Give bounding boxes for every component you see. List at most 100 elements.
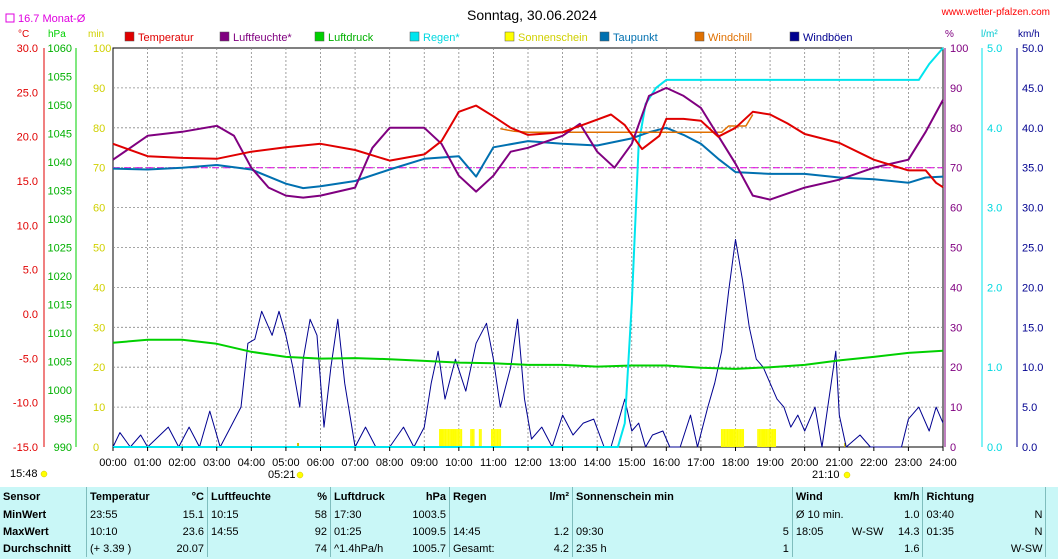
series-windchill [500,114,754,133]
tick-wind: 5.0 [1022,402,1037,414]
stats-cell-t-val: 23.6 [182,525,204,538]
tick-sun: 10 [93,402,105,414]
stats-cell-t-val: 20.07 [176,542,204,555]
hdr-wind-unit: km/h [893,490,920,503]
stats-cell-h-val: 92 [314,525,327,538]
tick-wind: 35.0 [1022,163,1043,175]
hdr-wind-dir-spacer [849,487,887,506]
stats-cell-w-time: Ø 10 min. [791,506,849,523]
series-temperatur [112,104,944,189]
x-tick-label: 19:00 [756,457,784,469]
x-tick-label: 08:00 [376,457,404,469]
month-avg-swatch [5,13,15,23]
stats-cell-r-time: Gesamt: [449,540,526,557]
x-tick-label: 00:00 [99,457,127,469]
tick-hum: 10 [950,402,962,414]
x-tick-label: 02:00 [168,457,196,469]
stats-cell-s-val: 5 [782,525,789,538]
tick-rain: 1.0 [987,362,1002,374]
legend-label-rain: Regen* [423,32,460,44]
hdr-temp: Temperatur [86,487,161,506]
tick-sun: 70 [93,163,105,175]
x-tick-label: 09:00 [410,457,438,469]
x-tick-label: 23:00 [895,457,923,469]
stats-cell-empty [1045,540,1058,557]
tick-wind: 25.0 [1022,243,1043,255]
unit-press: hPa [48,29,66,40]
hdr-press-unit: hPa [425,490,446,503]
hdr-wind: Wind [791,487,849,506]
legend-swatch-sun [504,31,515,42]
sunrise-icon [296,471,304,479]
tick-temp: 15.0 [17,176,38,188]
tick-press: 1050 [48,100,72,112]
stats-cell-s-time [571,506,737,523]
tick-hum: 60 [950,203,962,215]
stats-row: MinWert 23:55 15.1 10:15 58 17:30 1003.5 Ø 10 m… [0,506,1058,523]
stats-table: Sensor Temperatur °C Luftfeuchte % Luftd… [0,487,1058,557]
unit-rain: l/m² [981,29,998,40]
stats-cell-d-time: 03:40 [922,506,1000,523]
chart-title: Sonntag, 30.06.2024 [467,7,597,23]
hdr-hum: Luftfeuchte [207,487,284,506]
x-tick-label: 12:00 [514,457,542,469]
legend-swatch-gust [789,31,800,42]
stats-header-row: Sensor Temperatur °C Luftfeuchte % Luftd… [0,487,1058,506]
tick-sun: 100 [93,43,111,55]
tick-wind: 15.0 [1022,322,1043,334]
stats-cell-p-time: 01:25 [330,523,407,540]
tick-temp: -10.0 [13,398,38,410]
x-tick-label: 03:00 [203,457,231,469]
tick-wind: 20.0 [1022,282,1043,294]
stats-cell-empty [1045,506,1058,523]
stats-cell-w-dir [849,506,887,523]
legend-label-chill: Windchill [708,32,752,44]
legend-swatch-dew [599,31,610,42]
stats-cell-p-val: 1005.7 [412,542,446,555]
tick-temp: -15.0 [13,442,38,454]
tick-wind: 10.0 [1022,362,1043,374]
tick-temp: 25.0 [17,87,38,99]
tick-temp: 0.0 [23,309,38,321]
tick-sun: 50 [93,243,105,255]
stats-cell-d-time: 01:35 [922,523,1000,540]
stats-cell-d-val: W-SW [1010,542,1043,555]
tick-sun: 40 [93,282,105,294]
tick-sun: 30 [93,322,105,334]
tick-hum: 100 [950,43,968,55]
legend-label-hum: Luftfeuchte* [233,32,292,44]
site-link[interactable]: www.wetter-pfalzen.com [941,7,1050,18]
hdr-sensor: Sensor [3,490,41,503]
tick-rain: 5.0 [987,43,1002,55]
hdr-dir: Richtung [922,487,1000,506]
stats-row: MaxWert 10:10 23.6 14:55 92 01:25 1009.5 14:45 1… [0,523,1058,540]
tick-hum: 30 [950,322,962,334]
stats-cell-label: Durchschnitt [3,542,71,555]
stats-cell-t-time: 10:10 [86,523,161,540]
stats-panel: Sensor Temperatur °C Luftfeuchte % Luftd… [0,487,1058,559]
legend-swatch-hum [219,31,230,42]
tick-temp: 30.0 [17,43,38,55]
tick-rain: 0.0 [987,442,1002,454]
tick-press: 1055 [48,72,72,84]
stats-cell-h-val: 74 [314,542,327,555]
stats-cell-h-val: 58 [314,508,327,521]
tick-temp: 5.0 [23,265,38,277]
month-avg-label: 16.7 Monat-Ø [18,13,86,25]
tick-wind: 50.0 [1022,43,1043,55]
stats-cell-t-val: 15.1 [182,508,204,521]
hdr-dir-spacer [999,487,1046,506]
x-tick-label: 21:00 [825,457,853,469]
stats-cell-r-time [449,506,526,523]
stats-cell-p-time: ^1.4hPa/h [330,540,407,557]
x-tick-label: 16:00 [653,457,681,469]
tick-hum: 20 [950,362,962,374]
tick-press: 990 [54,442,72,454]
tick-sun: 90 [93,83,105,95]
x-tick-label: 06:00 [307,457,335,469]
tick-press: 1020 [48,271,72,283]
legend-label-gust: Windböen [803,32,853,44]
tick-sun: 60 [93,203,105,215]
stats-cell-p-time: 17:30 [330,506,407,523]
stats-cell-h-time: 14:55 [207,523,284,540]
